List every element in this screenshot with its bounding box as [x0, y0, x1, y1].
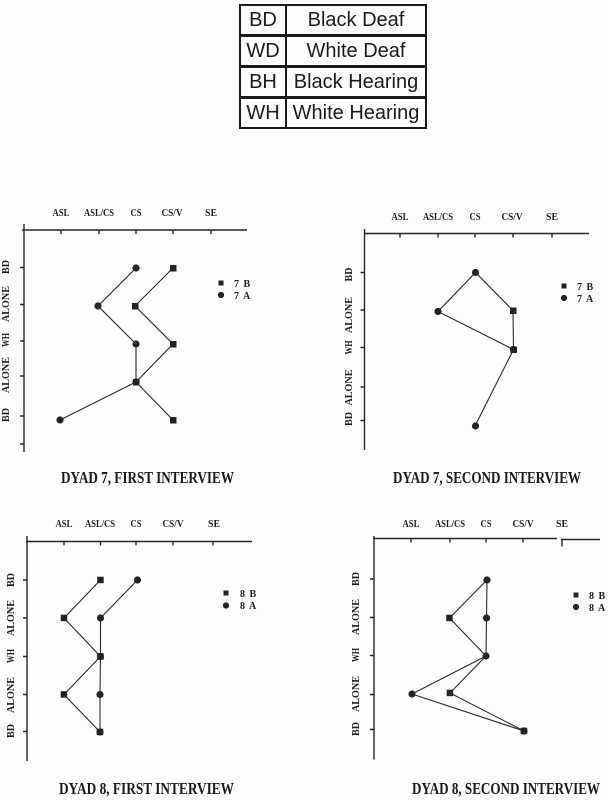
svg-text:WH: WH	[351, 648, 362, 662]
svg-text:ALONE: ALONE	[351, 676, 362, 712]
svg-text:ALONE: ALONE	[1, 286, 12, 322]
svg-text:CS: CS	[481, 519, 492, 530]
svg-text:ALONE: ALONE	[344, 369, 355, 405]
svg-text:CS/V: CS/V	[163, 519, 185, 530]
svg-text:BD: BD	[1, 408, 12, 422]
svg-text:DYAD 8, SECOND INTERVIEW: DYAD 8, SECOND INTERVIEW	[412, 779, 600, 798]
svg-text:WH: WH	[344, 340, 355, 354]
svg-text:ALONE: ALONE	[344, 297, 355, 333]
svg-text:SE: SE	[205, 208, 217, 219]
svg-text:CS: CS	[470, 212, 481, 223]
svg-text:7 A: 7 A	[234, 291, 251, 302]
svg-text:7 A: 7 A	[577, 294, 594, 305]
svg-text:BD: BD	[351, 572, 362, 586]
svg-text:CS/V: CS/V	[513, 519, 535, 530]
svg-text:BD: BD	[1, 260, 12, 274]
svg-text:ASL/CS: ASL/CS	[423, 212, 453, 223]
svg-text:7 B: 7 B	[234, 279, 251, 290]
svg-text:BD: BD	[344, 268, 355, 282]
svg-text:DYAD 7, FIRST INTERVIEW: DYAD 7, FIRST INTERVIEW	[61, 468, 234, 487]
svg-text:BD: BD	[351, 722, 362, 736]
svg-text:ALONE: ALONE	[6, 677, 17, 713]
svg-text:ALONE: ALONE	[6, 600, 17, 636]
svg-text:8 B: 8 B	[589, 591, 606, 602]
svg-text:ASL/CS: ASL/CS	[435, 519, 465, 530]
svg-text:SE: SE	[546, 212, 558, 223]
svg-text:BD: BD	[344, 412, 355, 426]
svg-text:ASL: ASL	[53, 208, 70, 219]
svg-text:CS/V: CS/V	[502, 212, 524, 223]
svg-text:8 B: 8 B	[240, 589, 257, 600]
svg-text:ALONE: ALONE	[351, 599, 362, 635]
svg-text:ALONE: ALONE	[1, 357, 12, 393]
svg-text:WH: WH	[6, 649, 17, 663]
svg-text:BD: BD	[6, 573, 17, 587]
svg-text:ASL: ASL	[392, 212, 409, 223]
svg-text:CS: CS	[131, 519, 142, 530]
svg-text:7 B: 7 B	[577, 282, 594, 293]
svg-text:ASL/CS: ASL/CS	[84, 208, 114, 219]
svg-text:ASL: ASL	[403, 519, 420, 530]
svg-text:DYAD 7, SECOND INTERVIEW: DYAD 7, SECOND INTERVIEW	[393, 468, 581, 487]
svg-text:CS: CS	[131, 208, 142, 219]
svg-text:CS/V: CS/V	[162, 208, 184, 219]
svg-text:SE: SE	[556, 519, 568, 530]
svg-text:ASL/CS: ASL/CS	[85, 519, 115, 530]
svg-text:WH: WH	[1, 333, 12, 347]
svg-text:ASL: ASL	[56, 519, 73, 530]
svg-text:8 A: 8 A	[240, 601, 257, 612]
svg-text:DYAD 8, FIRST INTERVIEW: DYAD 8, FIRST INTERVIEW	[59, 779, 234, 798]
svg-text:8 A: 8 A	[589, 603, 606, 614]
svg-text:SE: SE	[208, 519, 220, 530]
svg-text:BD: BD	[6, 724, 17, 738]
